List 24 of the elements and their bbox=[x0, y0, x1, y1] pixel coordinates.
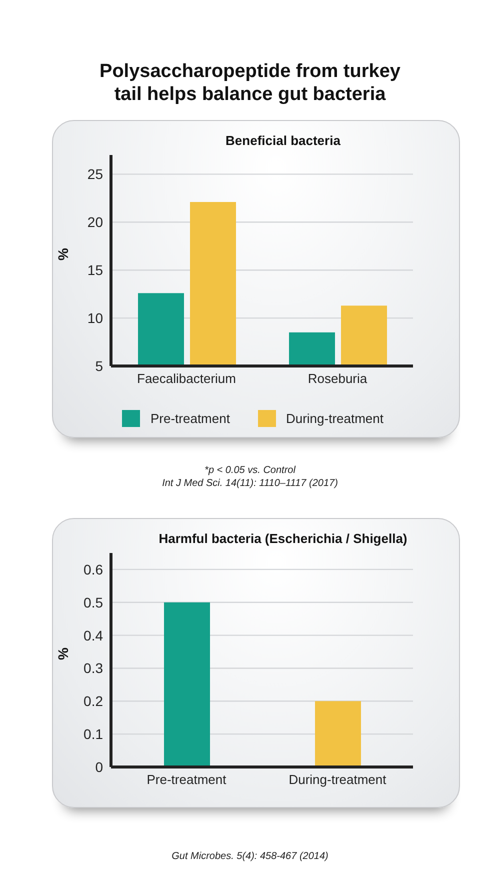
y-tick-label: 15 bbox=[87, 262, 104, 278]
chart-subtitle: Harmful bacteria (Escherichia / Shigella) bbox=[158, 531, 408, 546]
y-tick-label: 0.1 bbox=[84, 726, 104, 742]
y-tick-label: 10 bbox=[87, 310, 104, 326]
chart-title: Polysaccharopeptide from turkey tail helps balance gut bacteria bbox=[98, 60, 402, 106]
x-tick-label: Roseburia bbox=[308, 371, 368, 386]
y-axis-title: % bbox=[54, 647, 71, 660]
text: *p < 0.05 vs. Control bbox=[204, 464, 297, 477]
y-tick-label: 0 bbox=[95, 758, 104, 775]
y-tick-label: 0.2 bbox=[84, 693, 104, 710]
y-axis-title: % bbox=[54, 248, 71, 260]
x-tick-label: Faecalibacterium bbox=[137, 371, 236, 386]
y-tick-label: 5 bbox=[95, 358, 104, 374]
y-tick-label: 0.4 bbox=[84, 627, 104, 644]
y-tick-label: 20 bbox=[87, 214, 104, 230]
legend-label: During-treatment bbox=[284, 410, 384, 427]
y-tick-label: 0.5 bbox=[84, 594, 104, 610]
chart-subtitle: Beneficial bacteria bbox=[224, 133, 342, 148]
y-tick-label: 0.3 bbox=[84, 660, 104, 676]
text: Gut Microbes. 5(4): 458-467 (2014) bbox=[170, 850, 330, 863]
y-tick-label: 25 bbox=[87, 166, 104, 182]
text: Int J Med Sci. 14(11): 1110–1117 (2017) bbox=[161, 477, 339, 490]
y-tick-label: 0.6 bbox=[84, 561, 104, 578]
legend-label: Pre-treatment bbox=[149, 410, 230, 427]
